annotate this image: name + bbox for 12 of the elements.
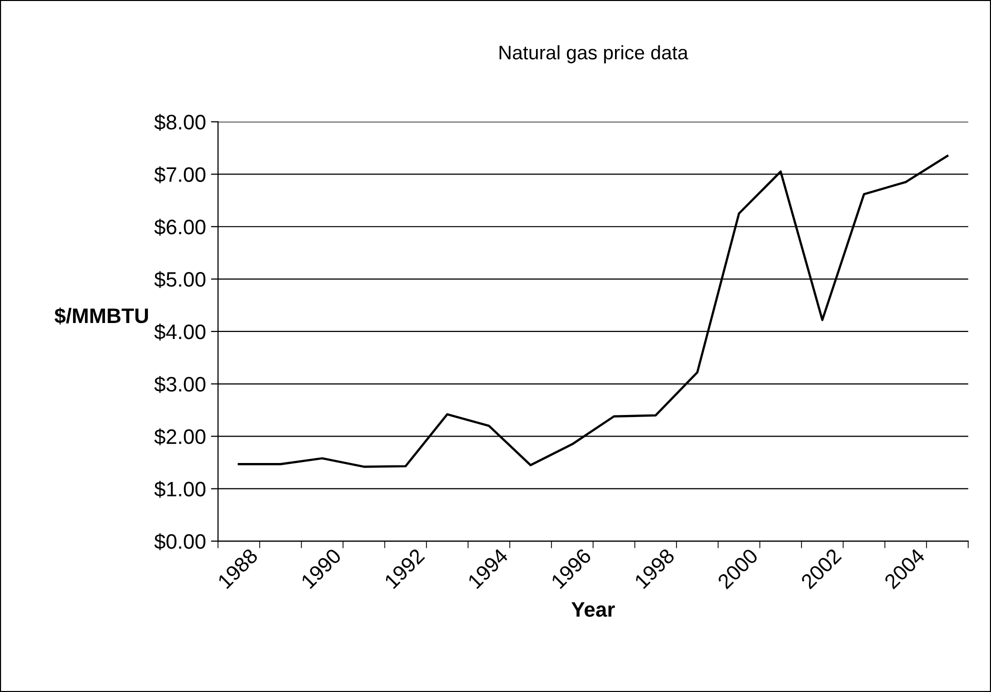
y-tick-label: $0.00	[154, 533, 206, 550]
y-tick-label: $1.00	[154, 480, 206, 498]
x-axis-title: Year	[571, 602, 615, 617]
y-tick-label: $2.00	[154, 428, 206, 446]
y-tick-label: $6.00	[154, 218, 206, 236]
y-tick-label: $7.00	[154, 166, 206, 184]
y-axis-title: $/MMBTU	[54, 307, 148, 324]
y-tick-label: $4.00	[154, 324, 206, 340]
y-tick-label: $3.00	[154, 376, 206, 393]
chart-title: Natural gas price data	[500, 45, 688, 64]
y-tick-label: $8.00	[154, 114, 206, 131]
y-tick-label: $5.00	[154, 271, 206, 288]
